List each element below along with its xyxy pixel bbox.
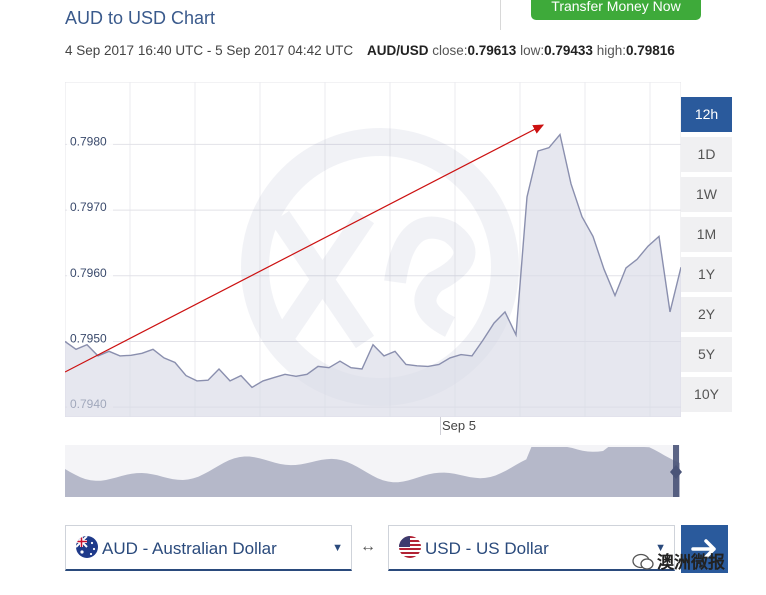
currency-pair: AUD/USD: [366, 43, 429, 58]
close-value: 0.79613: [467, 43, 517, 58]
range-button-5y[interactable]: 5Y: [681, 337, 732, 372]
page-title: AUD to USD Chart: [65, 8, 216, 28]
y-tick-bg: [67, 198, 113, 216]
x-tick-label: Sep 5: [442, 418, 476, 433]
transfer-money-button[interactable]: Transfer Money Now: [531, 0, 701, 20]
chevron-down-icon: ▼: [332, 542, 343, 554]
usa-flag-icon: [399, 536, 421, 558]
chart-summary: 4 Sep 2017 16:40 UTC - 5 Sep 2017 04:42 …: [65, 43, 675, 58]
x-tick-mark: [440, 417, 441, 435]
navigator-series: [65, 447, 680, 497]
from-currency-select[interactable]: AUD - Australian Dollar ▼: [65, 525, 352, 571]
y-tick-label: 0.7970: [70, 200, 107, 214]
convert-button[interactable]: [681, 525, 728, 573]
range-button-12h[interactable]: 12h: [681, 97, 732, 132]
high-value: 0.79816: [625, 43, 675, 58]
chart-navigator[interactable]: [65, 445, 685, 497]
y-tick-bg: [67, 263, 113, 281]
y-tick-bg: [67, 329, 113, 347]
y-tick-label: 0.7960: [70, 266, 107, 280]
arrow-right-icon: [691, 539, 716, 559]
range-button-1m[interactable]: 1M: [681, 217, 732, 252]
range-button-2y[interactable]: 2Y: [681, 297, 732, 332]
navigator-handle-grip-icon: [670, 465, 682, 479]
header-divider: [500, 0, 501, 30]
y-tick-label: 0.7980: [70, 134, 107, 148]
low-value: 0.79433: [544, 43, 593, 58]
low-label: low:: [520, 43, 545, 58]
series-line: [65, 132, 681, 389]
to-currency-label: USD - US Dollar: [425, 539, 549, 558]
y-tick-label: 0.7950: [70, 331, 107, 345]
chevron-down-icon: ▼: [655, 542, 666, 554]
australia-flag-icon: [76, 536, 98, 558]
wechat-watermark: 澳洲微报: [632, 548, 725, 573]
range-selector: 12h 1D 1W 1M 1Y 2Y 5Y 10Y: [681, 97, 733, 417]
range-button-1y[interactable]: 1Y: [681, 257, 732, 292]
y-tick-bg: [67, 132, 113, 150]
range-button-1w[interactable]: 1W: [681, 177, 732, 212]
swap-currencies-button[interactable]: ↔: [360, 538, 376, 555]
close-label: close:: [432, 43, 468, 58]
wechat-icon: [632, 553, 654, 570]
to-currency-select[interactable]: USD - US Dollar ▼: [388, 525, 675, 571]
high-label: high:: [596, 43, 626, 58]
from-currency-label: AUD - Australian Dollar: [102, 539, 277, 558]
date-range: 4 Sep 2017 16:40 UTC - 5 Sep 2017 04:42 …: [65, 43, 354, 58]
range-button-1d[interactable]: 1D: [681, 137, 732, 172]
watermark-text: 澳洲微报: [657, 553, 725, 572]
trend-arrow-annotation: [65, 124, 545, 373]
range-button-10y[interactable]: 10Y: [681, 377, 732, 412]
